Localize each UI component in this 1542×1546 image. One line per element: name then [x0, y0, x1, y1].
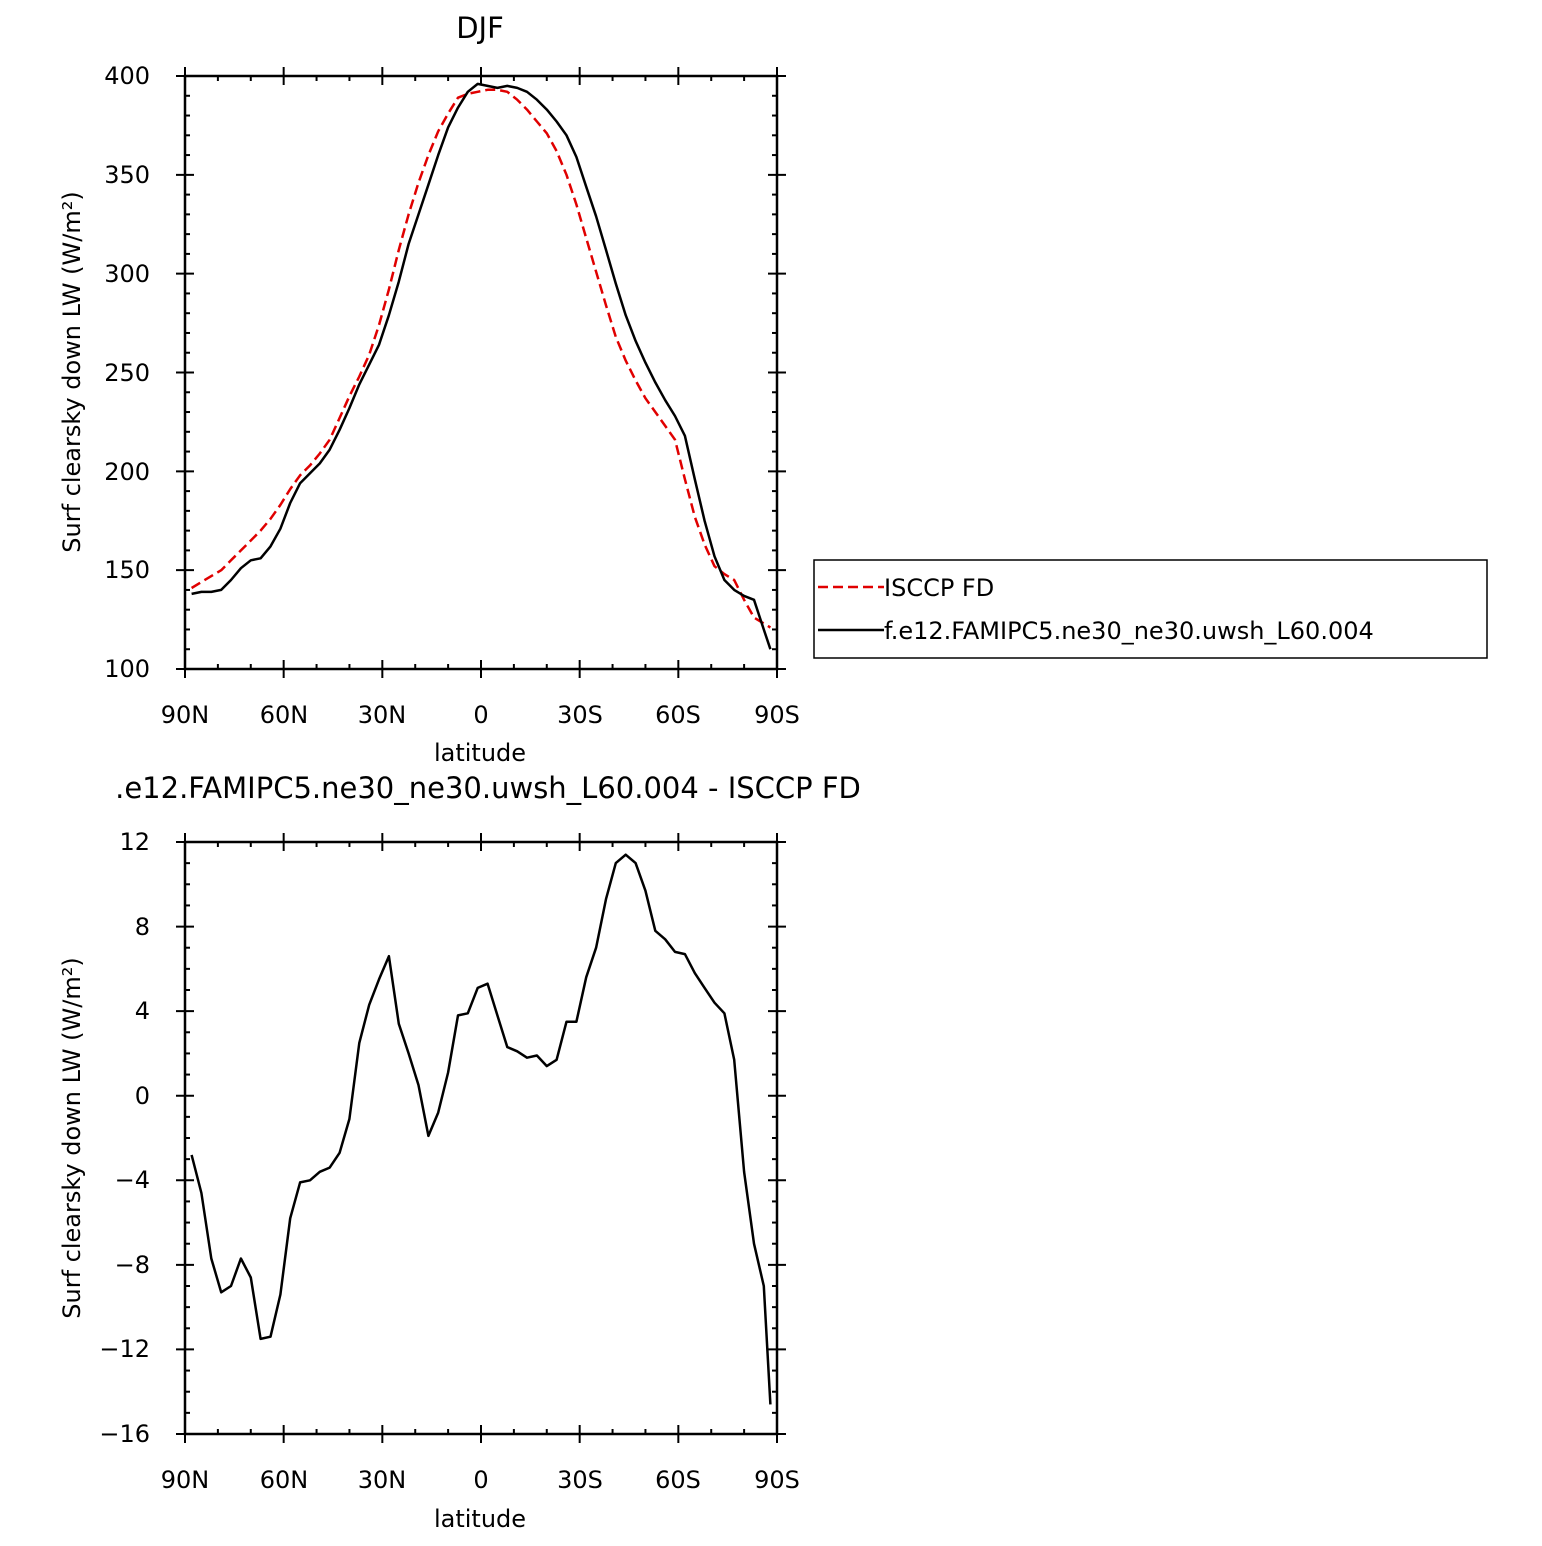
top-xtick-label: 30N [358, 701, 407, 729]
top-ytick-label: 250 [104, 359, 150, 387]
bottom-plot-frame [183, 840, 779, 1436]
bottom-xtick-label: 30S [557, 1466, 603, 1494]
bottom-xtick-label: 60S [655, 1466, 701, 1494]
top-ytick-label: 100 [104, 655, 150, 683]
top-xtick-label: 90N [161, 701, 210, 729]
top-y-tick-labels: 100 150 200 250 300 350 400 [104, 62, 150, 683]
bottom-ytick-label: −12 [99, 1335, 150, 1363]
top-xtick-label: 60S [655, 701, 701, 729]
top-xtick-label: 0 [473, 701, 488, 729]
top-plot-frame [183, 74, 779, 671]
bottom-series-layer [190, 853, 772, 1405]
top-ytick-label: 350 [104, 161, 150, 189]
top-panel: DJF 100 150 200 250 300 350 400 90N 60N … [58, 11, 800, 767]
bottom-ytick-label: 4 [135, 997, 150, 1025]
bottom-xtick-label: 0 [473, 1466, 488, 1494]
top-xtick-label: 90S [754, 701, 800, 729]
bottom-y-tick-labels: 12 8 4 0 −4 −8 −12 −16 [99, 828, 150, 1448]
bottom-panel: .e12.FAMIPC5.ne30_ne30.uwsh_L60.004 - IS… [58, 771, 861, 1533]
top-ytick-label: 300 [104, 260, 150, 288]
bottom-xtick-label: 90S [754, 1466, 800, 1494]
legend-box [813, 559, 1488, 659]
top-ytick-label: 150 [104, 556, 150, 584]
bottom-ytick-label: −16 [99, 1420, 150, 1448]
bottom-y-axis-label: Surf clearsky down LW (W/m²) [58, 957, 86, 1318]
bottom-ytick-label: −4 [115, 1166, 150, 1194]
bottom-ytick-label: 12 [119, 828, 150, 856]
top-title: DJF [456, 11, 504, 45]
legend: ISCCP FD f.e12.FAMIPC5.ne30_ne30.uwsh_L6… [813, 559, 1488, 659]
top-y-axis-label: Surf clearsky down LW (W/m²) [58, 191, 86, 552]
bottom-xtick-label: 30N [358, 1466, 407, 1494]
bottom-xtick-label: 60N [260, 1466, 309, 1494]
top-series-layer [190, 82, 772, 650]
bottom-tick-marks [176, 833, 786, 1443]
top-xtick-label: 30S [557, 701, 603, 729]
bottom-xtick-label: 90N [161, 1466, 210, 1494]
bottom-x-tick-labels: 90N 60N 30N 0 30S 60S 90S [161, 1466, 800, 1494]
bottom-series-line-0 [190, 853, 772, 1405]
bottom-title: .e12.FAMIPC5.ne30_ne30.uwsh_L60.004 - IS… [115, 771, 861, 805]
top-tick-marks [176, 67, 786, 678]
top-xtick-label: 60N [260, 701, 309, 729]
legend-label-model: f.e12.FAMIPC5.ne30_ne30.uwsh_L60.004 [884, 617, 1374, 645]
bottom-x-axis-label: latitude [434, 1505, 526, 1533]
top-series-line-1 [191, 82, 772, 650]
legend-label-obs: ISCCP FD [884, 574, 994, 602]
top-series-line-0 [190, 88, 772, 629]
top-x-axis-label: latitude [434, 739, 526, 767]
top-ytick-label: 200 [104, 458, 150, 486]
top-x-tick-labels: 90N 60N 30N 0 30S 60S 90S [161, 701, 800, 729]
top-ytick-label: 400 [104, 62, 150, 90]
bottom-ytick-label: 8 [135, 913, 150, 941]
bottom-ytick-label: −8 [115, 1251, 150, 1279]
bottom-ytick-label: 0 [135, 1082, 150, 1110]
